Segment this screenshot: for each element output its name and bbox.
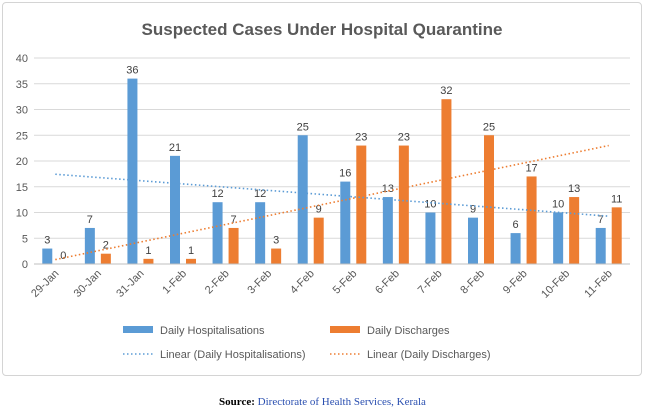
bar-discharges: [186, 258, 196, 264]
bar-discharges: [398, 145, 409, 264]
bar-discharges: [526, 176, 537, 264]
source-label: Source:: [219, 396, 255, 408]
data-label: 32: [440, 85, 452, 97]
bar-discharges: [569, 197, 580, 264]
legend-discharges-swatch: [330, 326, 360, 333]
legend-hospitalisations-label: Daily Hospitalisations: [160, 325, 265, 337]
x-tick-label: 9-Feb: [501, 268, 530, 297]
y-tick-label: 10: [16, 208, 28, 220]
data-label: 23: [398, 132, 410, 144]
x-tick-label: 4-Feb: [288, 268, 317, 297]
data-label: 11: [611, 193, 622, 205]
bar-hospitalisations: [553, 212, 564, 264]
data-label: 1: [188, 245, 194, 257]
bar-hospitalisations: [212, 202, 223, 264]
chart: Suspected Cases Under Hospital Quarantin…: [16, 20, 630, 361]
legend-discharges-label: Daily Discharges: [367, 325, 450, 337]
x-tick-label: 6-Feb: [373, 268, 402, 297]
data-label: 2: [103, 240, 109, 252]
chart-title: Suspected Cases Under Hospital Quarantin…: [142, 20, 503, 39]
data-label: 7: [87, 214, 93, 226]
data-label: 7: [598, 214, 604, 226]
bar-hospitalisations: [170, 155, 180, 264]
bar-hospitalisations: [127, 78, 138, 264]
legend-trend-hospitalisations-label: Linear (Daily Hospitalisations): [160, 349, 306, 361]
trendline-hospitalisations: [55, 173, 609, 217]
data-label: 1: [145, 245, 151, 257]
x-tick-label: 30-Jan: [72, 268, 104, 300]
y-tick-label: 30: [16, 105, 28, 117]
data-label: 12: [211, 188, 223, 200]
data-label: 21: [169, 142, 181, 154]
x-tick-label: 1-Feb: [160, 268, 189, 297]
data-label: 25: [297, 121, 309, 133]
y-tick-label: 15: [16, 182, 28, 194]
x-tick-label: 3-Feb: [245, 268, 274, 297]
bar-hospitalisations: [468, 217, 478, 264]
x-tick-label: 31-Jan: [114, 268, 146, 300]
data-label: 0: [60, 250, 66, 262]
data-label: 17: [525, 162, 537, 174]
data-label: 10: [424, 199, 436, 211]
data-label: 36: [126, 65, 138, 77]
data-label: 13: [382, 183, 394, 195]
data-label: 16: [339, 168, 351, 180]
bar-hospitalisations: [340, 181, 351, 264]
x-tick-label: 2-Feb: [203, 268, 232, 297]
legend-trend-discharges-label: Linear (Daily Discharges): [367, 349, 491, 361]
bar-hospitalisations: [595, 227, 606, 264]
x-tick-label: 7-Feb: [416, 268, 445, 297]
bar-discharges: [271, 248, 282, 264]
bar-discharges: [356, 145, 367, 264]
bar-discharges: [313, 217, 324, 264]
bar-hospitalisations: [42, 248, 53, 264]
data-label: 12: [254, 188, 266, 200]
bar-hospitalisations: [297, 135, 308, 264]
bar-discharges: [143, 258, 154, 264]
data-label: 10: [552, 199, 564, 211]
data-label: 6: [513, 219, 519, 231]
data-label: 9: [470, 204, 476, 216]
y-tick-label: 25: [16, 130, 28, 142]
data-label: 9: [316, 204, 322, 216]
legend-hospitalisations-swatch: [123, 326, 153, 333]
bar-discharges: [484, 135, 494, 264]
y-tick-label: 20: [16, 156, 28, 168]
bar-discharges: [100, 253, 111, 264]
bar-discharges: [228, 227, 239, 264]
x-tick-label: 11-Feb: [582, 268, 615, 301]
bar-discharges: [441, 99, 452, 264]
data-label: 23: [355, 132, 367, 144]
source-line: Source: Directorate of Health Services, …: [0, 396, 645, 408]
bar-hospitalisations: [84, 227, 95, 264]
y-tick-label: 35: [16, 79, 28, 91]
data-label: 3: [273, 235, 279, 247]
trendline-discharges: [55, 144, 609, 261]
y-tick-label: 0: [22, 259, 28, 271]
y-tick-label: 40: [16, 53, 28, 65]
data-label: 3: [44, 235, 50, 247]
data-label: 25: [483, 121, 495, 133]
x-tick-label: 29-Jan: [29, 268, 61, 300]
x-tick-label: 8-Feb: [458, 268, 487, 297]
y-tick-label: 5: [22, 233, 28, 245]
x-tick-label: 10-Feb: [539, 268, 572, 301]
x-tick-label: 5-Feb: [331, 268, 360, 297]
source-link[interactable]: Directorate of Health Services, Kerala: [257, 396, 426, 408]
bar-hospitalisations: [255, 202, 266, 264]
data-label: 13: [568, 183, 580, 195]
data-label: 7: [231, 214, 237, 226]
bar-hospitalisations: [382, 197, 393, 264]
bar-hospitalisations: [510, 233, 521, 264]
bar-hospitalisations: [425, 212, 436, 264]
bar-discharges: [611, 207, 622, 264]
